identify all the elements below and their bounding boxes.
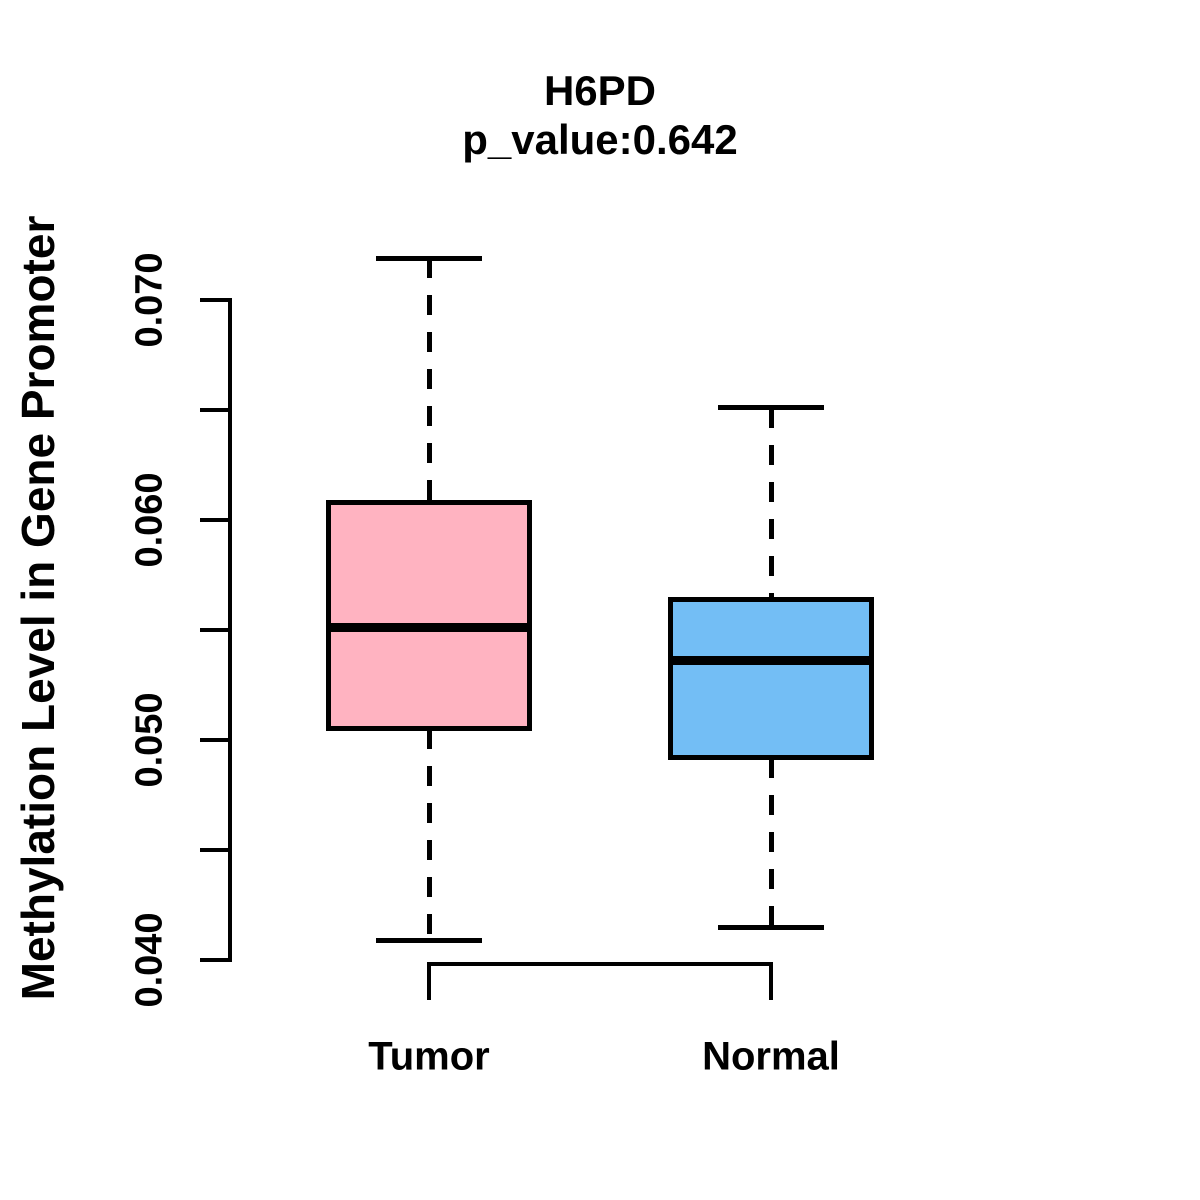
normal-x-tick bbox=[769, 966, 773, 1000]
tumor-box bbox=[326, 499, 532, 732]
chart-title: H6PD bbox=[543, 67, 657, 114]
y-axis-tick bbox=[200, 958, 230, 962]
y-axis-tick bbox=[200, 298, 230, 302]
y-axis-tick bbox=[200, 738, 230, 742]
y-axis-tick-label: 0.070 bbox=[128, 252, 171, 348]
tumor-median-line bbox=[326, 623, 532, 633]
y-axis-line bbox=[228, 298, 232, 962]
tumor-lower-whisker-cap bbox=[376, 937, 482, 943]
tumor-lower-whisker bbox=[426, 729, 432, 941]
y-axis-tick-label: 0.060 bbox=[128, 472, 171, 568]
tumor-x-label: Tumor bbox=[368, 1034, 490, 1079]
y-axis-tick bbox=[200, 518, 230, 522]
chart-subtitle: p_value:0.642 bbox=[462, 116, 738, 163]
normal-median-line bbox=[668, 656, 874, 666]
x-axis-line bbox=[427, 962, 773, 966]
normal-lower-whisker bbox=[768, 757, 774, 927]
y-axis-tick-label: 0.040 bbox=[128, 912, 171, 1008]
chart-title-block: H6PD p_value:0.642 bbox=[0, 66, 1200, 164]
normal-upper-whisker bbox=[768, 407, 774, 600]
tumor-x-tick bbox=[427, 966, 431, 1000]
normal-lower-whisker-cap bbox=[718, 924, 824, 930]
y-axis-tick bbox=[200, 628, 230, 632]
normal-upper-whisker-cap bbox=[718, 405, 824, 411]
normal-box bbox=[668, 596, 874, 761]
y-axis-tick bbox=[200, 848, 230, 852]
tumor-upper-whisker bbox=[426, 258, 432, 503]
normal-x-label: Normal bbox=[702, 1034, 840, 1079]
y-axis-tick-label: 0.050 bbox=[128, 692, 171, 788]
y-axis-tick bbox=[200, 408, 230, 412]
tumor-upper-whisker-cap bbox=[376, 255, 482, 261]
